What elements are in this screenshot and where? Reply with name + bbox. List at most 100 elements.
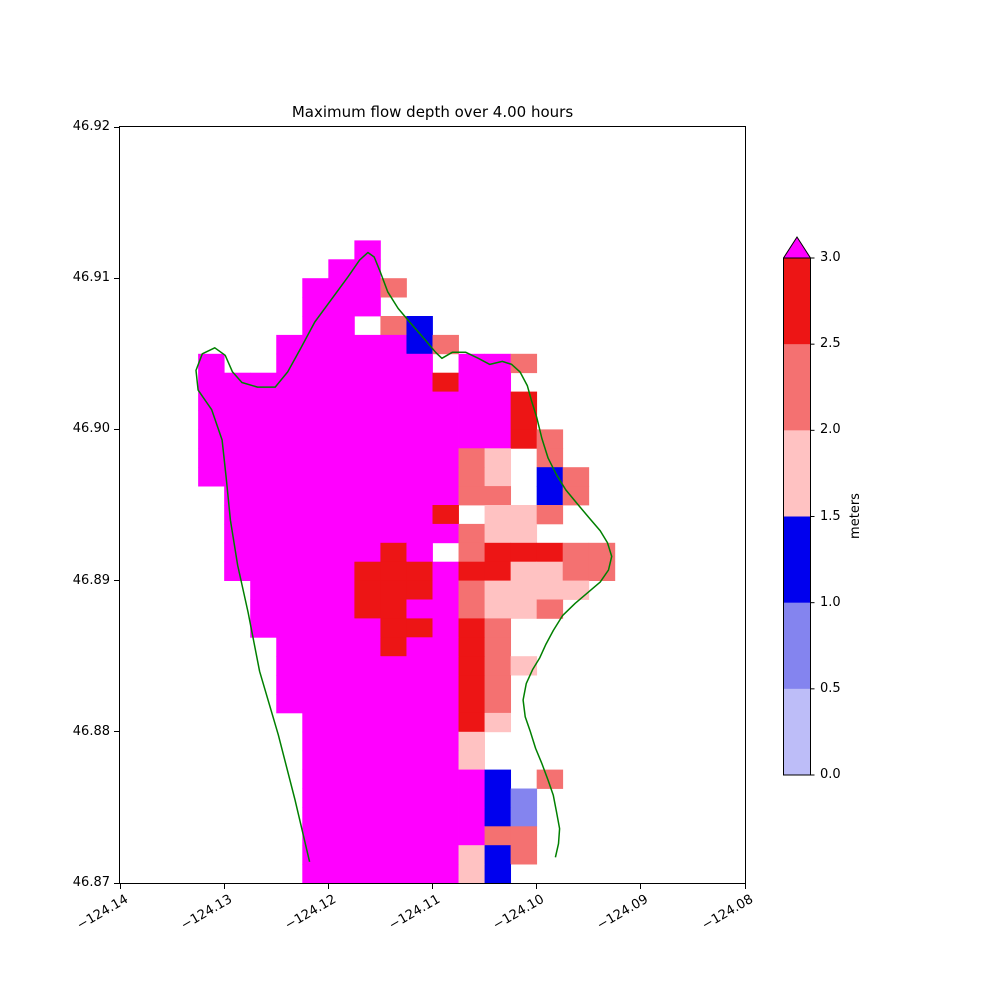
depth-cell [458,353,485,374]
colorbar-label: meters [848,493,863,539]
x-tick-mark [223,884,225,889]
depth-cell [380,486,407,506]
depth-cell [380,372,407,392]
depth-cell [484,618,512,638]
depth-cell [484,712,512,733]
depth-cell [458,448,485,468]
depth-cell [458,694,485,714]
depth-cell [406,826,433,846]
colorbar-tick-label: 2.5 [820,336,841,352]
depth-cell [380,845,407,865]
depth-cell [458,372,485,392]
depth-cell [354,618,381,638]
depth-cell [328,542,355,563]
depth-cell [458,580,485,600]
depth-cell [510,599,538,619]
depth-cell [484,391,512,411]
depth-cell [588,561,616,581]
depth-cell [328,599,355,619]
y-tick-mark [114,731,119,733]
depth-cell [484,788,512,808]
depth-cell [432,618,459,638]
depth-cell [328,505,355,525]
depth-cell [484,505,512,525]
depth-cell [354,788,381,808]
depth-cell [510,656,538,676]
depth-cell [302,580,329,600]
depth-cell [302,731,329,752]
depth-cell [432,694,459,714]
depth-cell [276,391,303,411]
depth-cell [380,826,407,846]
y-tick-label: 46.90 [72,421,110,437]
depth-cell [562,542,590,563]
depth-cell [328,712,355,733]
depth-cell [458,599,485,619]
depth-cell [354,353,381,374]
depth-cell [302,656,329,676]
depth-cell [354,656,381,676]
depth-cell [198,410,225,430]
depth-cell [302,675,329,695]
depth-cell [406,505,433,525]
depth-cell [250,523,277,544]
depth-cell [224,391,251,411]
depth-cell [380,656,407,676]
depth-cell [510,807,538,827]
x-tick-mark [536,884,538,889]
x-tick-label: −124.13 [178,892,235,934]
depth-cell [536,486,564,506]
depth-cell [458,467,485,487]
depth-cell [276,353,303,374]
depth-cell [302,561,329,581]
depth-cell [458,410,485,430]
depth-cell [380,864,407,883]
depth-cell [354,240,381,260]
depth-cell [406,429,433,449]
depth-cell [354,561,381,581]
depth-cell [406,316,433,336]
depth-cell [276,467,303,487]
depth-cell [432,448,459,468]
depth-cell [432,410,459,430]
depth-cell [328,353,355,374]
depth-cell [328,807,355,827]
y-tick-label: 46.87 [72,875,110,890]
colorbar-over-arrow [783,236,812,259]
depth-cell [432,807,459,827]
y-tick-label: 46.92 [72,119,110,134]
depth-cell [354,429,381,449]
plot-area [119,126,746,884]
depth-cell [328,278,355,298]
x-tick-label: −124.11 [386,892,443,934]
depth-cell [302,334,329,355]
depth-cell [250,618,277,638]
depth-cell [380,637,407,657]
depth-cell [536,505,564,525]
depth-cell [276,637,303,657]
depth-cell [458,826,485,846]
depth-cell [354,278,381,298]
depth-cell [302,353,329,374]
depth-cell [458,864,485,883]
depth-cell [484,807,512,827]
depth-cell [354,712,381,733]
depth-cell [432,864,459,883]
depth-cell [224,505,251,525]
depth-cell [432,845,459,865]
y-tick-label: 46.88 [72,723,110,739]
depth-cell [250,429,277,449]
depth-cell [328,750,355,770]
depth-cell [302,297,329,317]
depth-cell [484,372,512,392]
depth-cell [406,599,433,619]
depth-cell [432,750,459,770]
depth-cell [406,656,433,676]
depth-cell [276,656,303,676]
depth-cell [354,297,381,317]
colorbar-tick-label: 1.5 [820,508,841,524]
depth-cell [484,448,512,468]
depth-cell [458,675,485,695]
depth-cell [432,637,459,657]
depth-cell [380,391,407,411]
